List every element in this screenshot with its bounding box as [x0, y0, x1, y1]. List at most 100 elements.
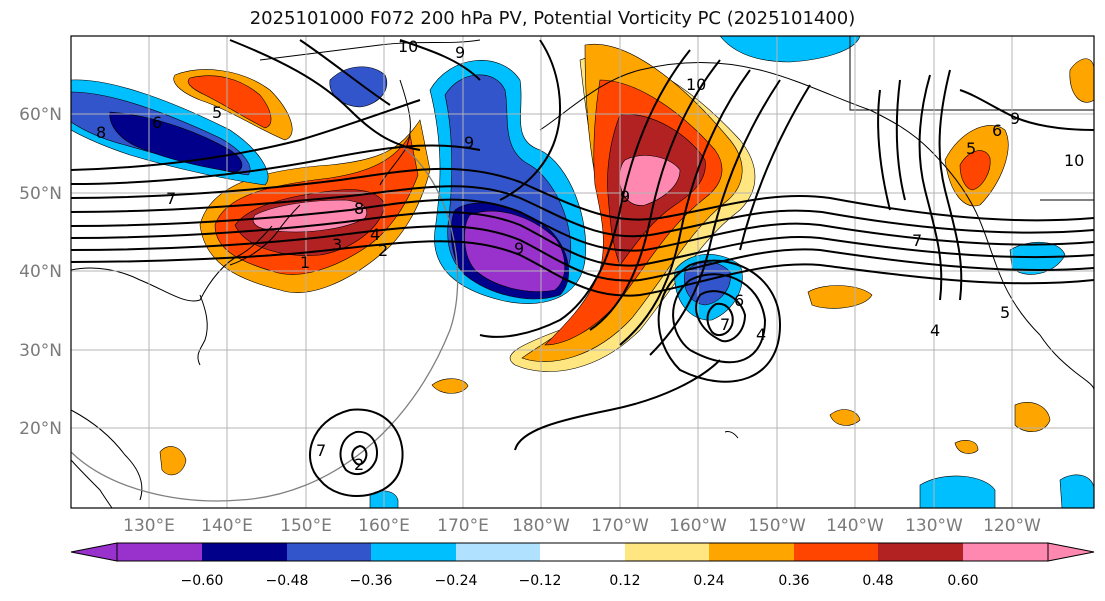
- lat-axis: 60°N 50°N 40°N 30°N 20°N: [19, 105, 62, 439]
- contour-label: 10: [1064, 151, 1084, 170]
- colorbar-segment: [371, 543, 457, 561]
- colorbar-segment: [963, 543, 1049, 561]
- lon-tick-label: 120°W: [983, 516, 1041, 536]
- map-frame: [70, 35, 1095, 509]
- pv-negative-northwest-core: [109, 111, 243, 173]
- coastline-asia: [71, 225, 273, 302]
- colorbar-tick-label: 0.12: [609, 573, 640, 589]
- contour-label: 5: [1000, 303, 1010, 322]
- lon-tick-label: 140°W: [826, 516, 884, 536]
- lon-tick-label: 150°E: [280, 516, 332, 536]
- contour-label: 10: [398, 37, 418, 56]
- coastline-siberia: [259, 39, 481, 61]
- pv-positive-west-peak: [252, 199, 368, 233]
- lat-tick-label: 20°N: [19, 419, 62, 439]
- contour-label: 1: [300, 253, 310, 272]
- contour-label: 2: [378, 241, 388, 260]
- contour-label: 3: [332, 235, 342, 254]
- lon-tick-label: 140°E: [201, 516, 253, 536]
- colorbar-tick-label: 0.24: [693, 573, 724, 589]
- colorbar-tick-label: −0.48: [266, 573, 309, 589]
- colorbar-frame: [116, 542, 1049, 562]
- colorbar-tick-label: −0.24: [435, 573, 478, 589]
- colorbar-segment: [794, 543, 879, 561]
- coastline-kamchatka: [379, 79, 411, 186]
- colorbar-segment: [540, 543, 626, 561]
- colorbar-segment: [709, 543, 795, 561]
- coastline-china: [71, 409, 143, 501]
- coastline-us-west: [1039, 334, 1094, 391]
- contour-label: 9: [455, 43, 465, 62]
- pv-negative-small-3: [1059, 474, 1094, 508]
- contour-label: 6: [992, 121, 1002, 140]
- colorbar-segment: [456, 543, 541, 561]
- colorbar-segment: [117, 543, 203, 561]
- contour-label: 8: [354, 199, 364, 218]
- contour-label: 4: [930, 321, 940, 340]
- pv-positive-small-4: [1014, 401, 1051, 432]
- lat-tick-label: 60°N: [19, 105, 62, 125]
- contour-label: 4: [370, 225, 380, 244]
- pv-positive-small-5: [829, 409, 861, 426]
- pv-positive-small-6: [954, 440, 979, 454]
- contour-label: 6: [152, 113, 162, 132]
- contour-label: 6: [734, 291, 744, 310]
- pv-negative-small-1: [1009, 241, 1066, 275]
- distance-ring: [71, 144, 459, 502]
- colorbar-segments: [117, 543, 1049, 561]
- coastline-korea: [197, 294, 208, 366]
- contour-label: 9: [1010, 109, 1020, 128]
- pv-positive-alaska-inner: [959, 150, 991, 191]
- contour-labels: 10 9 8 6 5 7 8 3 4 2 1 9 9 10 9 6 7 4 5 …: [96, 37, 1084, 474]
- colorbar-over-arrow: [1047, 542, 1095, 562]
- contour-label: 2: [354, 455, 364, 474]
- pv-positive-small-3: [159, 446, 187, 476]
- pv-positive-north-inner: [187, 75, 272, 129]
- lon-tick-label: 170°E: [437, 516, 489, 536]
- colorbar-tick-label: 0.48: [862, 573, 893, 589]
- lat-tick-label: 50°N: [19, 184, 62, 204]
- lon-tick-label: 130°W: [905, 516, 963, 536]
- pv-contours: [71, 39, 1094, 497]
- lon-tick-label: 160°W: [669, 516, 727, 536]
- lon-tick-label: 160°E: [358, 516, 410, 536]
- colorbar-tick-label: −0.36: [350, 573, 393, 589]
- lat-tick-label: 40°N: [19, 262, 62, 282]
- contour-label: 7: [720, 315, 730, 334]
- contour-label: 9: [620, 187, 630, 206]
- pv-positive-small-1: [807, 285, 873, 309]
- colorbar-tick-labels: −0.60 −0.48 −0.36 −0.24 −0.12 0.12 0.24 …: [181, 573, 979, 589]
- contour-label: 4: [756, 325, 766, 344]
- contour-label: 7: [912, 231, 922, 250]
- colorbar-tick-label: −0.60: [181, 573, 224, 589]
- colorbar-tick-label: 0.36: [778, 573, 809, 589]
- pv-negative-northeast: [719, 36, 861, 63]
- colorbar-tick-label: 0.60: [947, 573, 978, 589]
- lon-tick-label: 130°E: [123, 516, 175, 536]
- contour-label: 9: [514, 239, 524, 258]
- lon-tick-label: 180°W: [512, 516, 570, 536]
- contour-label: 5: [212, 103, 222, 122]
- colorbar-segment: [625, 543, 710, 561]
- map-panel: 10 9 8 6 5 7 8 3 4 2 1 9 9 10 9 6 7 4 5 …: [71, 36, 1094, 508]
- gridlines: [71, 36, 1094, 508]
- coastline-philippines: [71, 459, 113, 508]
- contour-label: 5: [966, 139, 976, 158]
- coastline-hawaii: [724, 431, 739, 439]
- contour-label: 7: [166, 189, 176, 208]
- colorbar: −0.60 −0.48 −0.36 −0.24 −0.12 0.12 0.24 …: [70, 542, 1095, 589]
- lat-tick-label: 30°N: [19, 341, 62, 361]
- border-canada: [849, 36, 1094, 111]
- contour-label: 10: [686, 75, 706, 94]
- coastline-japan: [229, 204, 301, 266]
- colorbar-segment: [878, 543, 964, 561]
- colorbar-tick-label: −0.12: [519, 573, 562, 589]
- pv-negative-small-2: [919, 475, 996, 508]
- colorbar-segment: [287, 543, 372, 561]
- chart-title: 2025101000 F072 200 hPa PV, Potential Vo…: [249, 8, 856, 29]
- pv-positive-small-2: [431, 378, 469, 394]
- contour-label: 8: [96, 123, 106, 142]
- coastline-alaska: [539, 62, 931, 151]
- lon-axis: 130°E 140°E 150°E 160°E 170°E 180°W 170°…: [123, 516, 1041, 536]
